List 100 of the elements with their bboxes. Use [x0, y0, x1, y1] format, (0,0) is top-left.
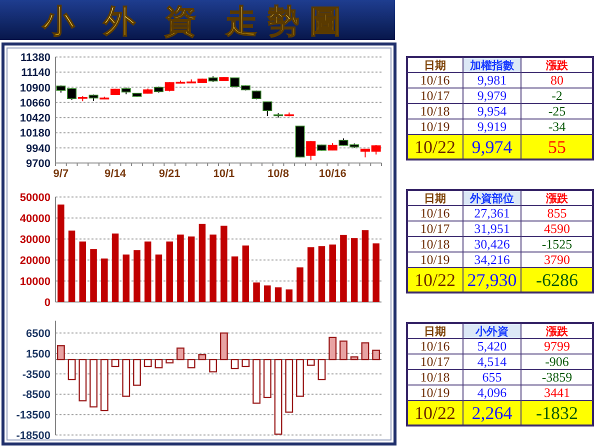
x-tick-label: 10/8	[268, 168, 289, 180]
bar	[177, 234, 184, 302]
bar	[231, 256, 238, 302]
bar	[90, 249, 97, 302]
text: 4590	[544, 221, 570, 236]
text: 小 外 資 走勢圖	[42, 3, 352, 39]
text: 4,096	[477, 385, 507, 400]
y-tick-label: 10000	[20, 276, 50, 288]
bar	[372, 243, 380, 302]
text: 10/17	[420, 88, 450, 103]
bar	[111, 358, 120, 368]
text: 27,361	[474, 206, 510, 220]
text: 9,979	[477, 88, 507, 103]
text: -2	[552, 88, 562, 103]
y-tick-label: 50000	[20, 192, 50, 204]
bar	[154, 358, 163, 368]
y-tick-label: 10900	[20, 82, 50, 94]
text: -3859	[542, 370, 572, 384]
text: 10/18	[420, 104, 450, 118]
bar	[372, 350, 380, 360]
bar	[285, 358, 294, 413]
y-tick-label: -3500	[22, 368, 50, 381]
text: 10/16	[420, 338, 450, 354]
bar	[112, 234, 119, 302]
bar	[133, 358, 141, 386]
bar	[68, 230, 76, 302]
bar	[263, 358, 272, 398]
text: 9799	[544, 338, 570, 354]
y-tick-label: 11140	[21, 67, 50, 80]
text: 10/17	[420, 221, 450, 236]
bar	[220, 226, 228, 302]
bar	[264, 285, 271, 302]
bar	[188, 236, 195, 302]
bar	[90, 358, 98, 408]
y-tick-label: 10180	[20, 128, 50, 140]
category-label: 加權指數	[469, 59, 515, 72]
bar	[274, 287, 282, 302]
bar	[198, 224, 206, 302]
y-tick-label: 30000	[20, 234, 50, 246]
category-label: 日期	[424, 59, 446, 72]
bar	[274, 358, 282, 435]
bar	[79, 242, 86, 302]
text: 5,420	[477, 338, 507, 354]
bar	[198, 354, 206, 360]
text: 10/19	[420, 252, 450, 267]
text: 655	[482, 370, 502, 384]
y-tick-label: 1500	[26, 348, 50, 360]
bar	[328, 336, 337, 360]
bar	[220, 332, 228, 360]
bar	[329, 244, 336, 302]
bar	[242, 246, 250, 302]
y-tick-label: -8500	[22, 389, 50, 402]
text: 9,974	[472, 137, 512, 157]
category-label: 日期	[424, 325, 446, 338]
text: 3441	[544, 385, 570, 400]
x-tick-label: 9/14	[104, 168, 127, 180]
text: 34,216	[474, 252, 510, 267]
bar	[78, 358, 87, 402]
text: 31,951	[474, 221, 510, 236]
text: 4,514	[477, 354, 507, 369]
bar	[318, 358, 326, 380]
text: 30,426	[474, 236, 510, 252]
x-tick-label: 10/16	[318, 168, 346, 180]
y-tick-label: -13500	[16, 410, 50, 422]
text: 10/22	[414, 270, 456, 290]
text: -6286	[536, 270, 578, 290]
bar	[210, 234, 216, 302]
text: 9,981	[477, 72, 507, 88]
category-label: 漲跌	[545, 325, 569, 338]
bar	[155, 254, 162, 302]
bar	[306, 358, 315, 366]
bar	[166, 242, 173, 302]
text: 55	[548, 137, 566, 157]
y-tick-label: 20000	[20, 255, 50, 267]
text: 10/18	[420, 370, 450, 384]
bar	[253, 282, 260, 302]
text: -34	[548, 119, 566, 134]
bar	[362, 230, 369, 302]
bar	[242, 358, 250, 368]
bar	[296, 267, 304, 302]
bar	[68, 358, 76, 380]
y-tick-label: 0	[44, 297, 50, 309]
bar	[166, 358, 174, 364]
text: 10/16	[420, 206, 450, 220]
text: 10/19	[420, 119, 450, 134]
bar	[176, 348, 184, 360]
bar	[122, 254, 130, 302]
x-tick-label: 9/21	[158, 168, 180, 180]
bar	[350, 238, 358, 302]
text: 10/16	[420, 72, 450, 88]
y-tick-label: -18500	[16, 430, 50, 442]
category-label: 漲跌	[545, 192, 569, 205]
bar	[296, 358, 304, 397]
y-tick-label: 6500	[26, 328, 50, 340]
y-tick-label: 9940	[26, 142, 50, 155]
x-tick-label: 10/1	[213, 168, 235, 180]
text: 855	[547, 206, 567, 220]
text: 10/22	[414, 137, 456, 157]
bar	[318, 246, 326, 302]
text: -25	[548, 104, 566, 118]
